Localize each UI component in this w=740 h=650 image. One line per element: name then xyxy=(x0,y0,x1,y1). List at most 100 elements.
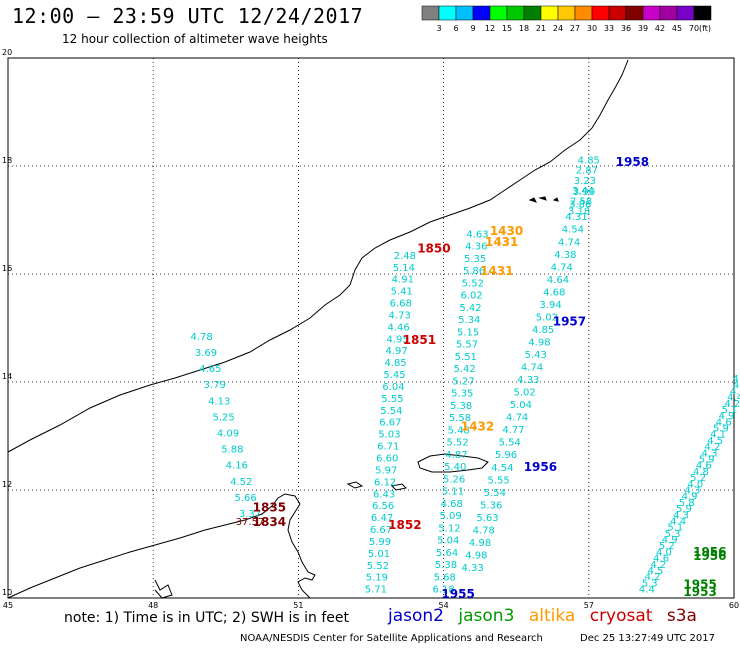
swh-value-col_b: 5.14 xyxy=(393,263,415,274)
lat-tick-label: 12 xyxy=(2,480,12,489)
lon-tick-label: 60 xyxy=(729,601,739,610)
swh-value-col_b: 6.68 xyxy=(390,299,412,310)
lon-tick-label: 48 xyxy=(148,601,158,610)
swh-value-col_b: 5.41 xyxy=(391,287,413,298)
swh-value-col_e: 2.87 xyxy=(576,166,598,177)
colorbar-bin xyxy=(506,5,525,21)
pass-time-label: 1431 xyxy=(485,235,518,249)
colorbar-label: 9 xyxy=(470,24,475,33)
swh-value-col_c: 5.12 xyxy=(438,523,460,534)
colorbar-bin xyxy=(523,5,542,21)
swh-value-col_b: 5.52 xyxy=(367,561,389,572)
swh-value-col_b: 6.60 xyxy=(376,453,398,464)
sat-cryosat: cryosat xyxy=(589,606,653,626)
swh-value-right-track: 4.2 xyxy=(650,560,666,571)
swh-value-col_c: 5.15 xyxy=(457,327,479,338)
colorbar-bin xyxy=(591,5,610,21)
swh-value-col_d: 4.54 xyxy=(491,463,513,474)
swh-value-col_c: 4.63 xyxy=(466,229,488,240)
colorbar-label: 27 xyxy=(570,24,580,33)
credit-line: NOAA/NESDIS Center for Satellite Applica… xyxy=(240,633,543,644)
satellite-tracks: 4.783.694.653.794.135.254.095.884.164.52… xyxy=(190,155,740,595)
swh-value-col_b: 2.48 xyxy=(394,251,416,262)
colorbar-bin xyxy=(421,5,440,21)
swh-value-col_c: 5.35 xyxy=(464,254,486,265)
page-title: 12:00 – 23:59 UTC 12/24/2017 xyxy=(12,4,364,28)
swh-value-col_c: 5.34 xyxy=(458,315,480,326)
colorbar-label: 45 xyxy=(672,24,682,33)
swh-value-col_b: 4.73 xyxy=(389,310,411,321)
lon-tick-label: 51 xyxy=(293,601,303,610)
swh-value-col_c: 6.18 xyxy=(432,585,454,596)
sat-altika: altika xyxy=(528,606,576,626)
swh-value-col_b: 6.67 xyxy=(379,418,401,429)
swh-value-right-track: 5.1 xyxy=(667,523,683,534)
swh-value-right-track: 5.9 xyxy=(713,424,729,435)
swh-value-col_b: 4.91 xyxy=(392,275,414,286)
swh-value-right-track: 4.5 xyxy=(647,566,663,577)
coastline xyxy=(7,59,629,599)
satellite-legend: jason2 jason3 altika cryosat s3a xyxy=(388,606,706,626)
swh-value-col_a: 5.66 xyxy=(234,493,256,504)
swh-value-col_c: 5.11 xyxy=(442,487,464,498)
colorbar-bin xyxy=(574,5,593,21)
swh-value-right-track: 4.9 xyxy=(719,411,735,422)
swh-value-right-track: 4.2 xyxy=(704,442,720,453)
swh-value-col_d: 5.36 xyxy=(480,500,502,511)
swh-value-col_c: 5.38 xyxy=(435,560,457,571)
pass-time-label: 1851 xyxy=(403,333,436,347)
swh-value-col_a: 4.65 xyxy=(199,364,221,375)
colorbar-bin xyxy=(438,5,457,21)
colorbar-label: 39 xyxy=(638,24,648,33)
swh-value-right-track: 4.0 xyxy=(687,479,703,490)
pass-time-label: 1430 xyxy=(490,224,523,238)
swh-value-right-track: 5.2 xyxy=(659,541,675,552)
swh-value-col_b: 5.01 xyxy=(368,549,390,560)
swh-value-col_d: 5.54 xyxy=(484,488,506,499)
swh-value-col_b: 6.47 xyxy=(371,513,393,524)
swh-value-right-track: 4.9 xyxy=(682,492,698,503)
swh-value-col_d: 5.55 xyxy=(487,475,509,486)
swh-value-col_e: 3.18 xyxy=(568,207,590,218)
swh-value-col_a: 5.25 xyxy=(212,412,234,423)
swh-value-col_c: 5.58 xyxy=(449,413,471,424)
colorbar-label: 18 xyxy=(519,24,529,33)
lat-tick-label: 10 xyxy=(2,588,12,597)
footnote: note: 1) Time is in UTC; 2) SWH is in fe… xyxy=(64,610,350,626)
swh-value-col_d: 4.77 xyxy=(502,425,524,436)
swh-value-right-track: 5.8 xyxy=(679,498,695,509)
small-islet xyxy=(346,481,408,491)
swh-value-col_b: 6.71 xyxy=(377,442,399,453)
swh-value-col_d: 5.54 xyxy=(499,438,521,449)
swh-value-col_d: 3.90 xyxy=(573,187,595,198)
lat-tick-label: 18 xyxy=(2,156,12,165)
swh-value-col_e: 3.23 xyxy=(574,176,596,187)
colorbar-label: 36 xyxy=(621,24,631,33)
swh-value-col_d: 4.64 xyxy=(547,275,569,286)
swh-value-col_e: 2.58 xyxy=(570,196,592,207)
arabian-coastline xyxy=(7,59,629,453)
lon-tick-label: 54 xyxy=(439,601,449,610)
swh-value-col_b: 6.43 xyxy=(373,489,395,500)
swh-value-col_d: 3.94 xyxy=(539,300,561,311)
swh-value-col_d: 5.63 xyxy=(476,513,498,524)
swh-value-col_b: 5.19 xyxy=(366,573,388,584)
map-frame xyxy=(7,57,735,599)
swh-value-col_c: 5.51 xyxy=(455,352,477,363)
lon-tick-label: 57 xyxy=(584,601,594,610)
swh-value-col_b: 6.04 xyxy=(382,382,404,393)
colorbar-label: 33 xyxy=(604,24,614,33)
swh-value-col_c: 5.64 xyxy=(436,548,458,559)
colorbar-bin xyxy=(625,5,644,21)
colorbar-bin xyxy=(489,5,508,21)
swh-value-right-track: 4.2 xyxy=(724,399,740,410)
pass-time-label: 1953 xyxy=(683,585,716,599)
swh-value-col_b: 4.97 xyxy=(385,346,407,357)
african-coastline xyxy=(7,493,316,599)
colorbar-bin xyxy=(557,5,576,21)
swh-value-col_d: 5.04 xyxy=(510,400,532,411)
pass-time-label: 1835 xyxy=(253,501,286,515)
colorbar-label: 3 xyxy=(436,24,441,33)
swh-value-col_b: 6.56 xyxy=(372,501,394,512)
swh-value-col_d: 4.38 xyxy=(554,250,576,261)
